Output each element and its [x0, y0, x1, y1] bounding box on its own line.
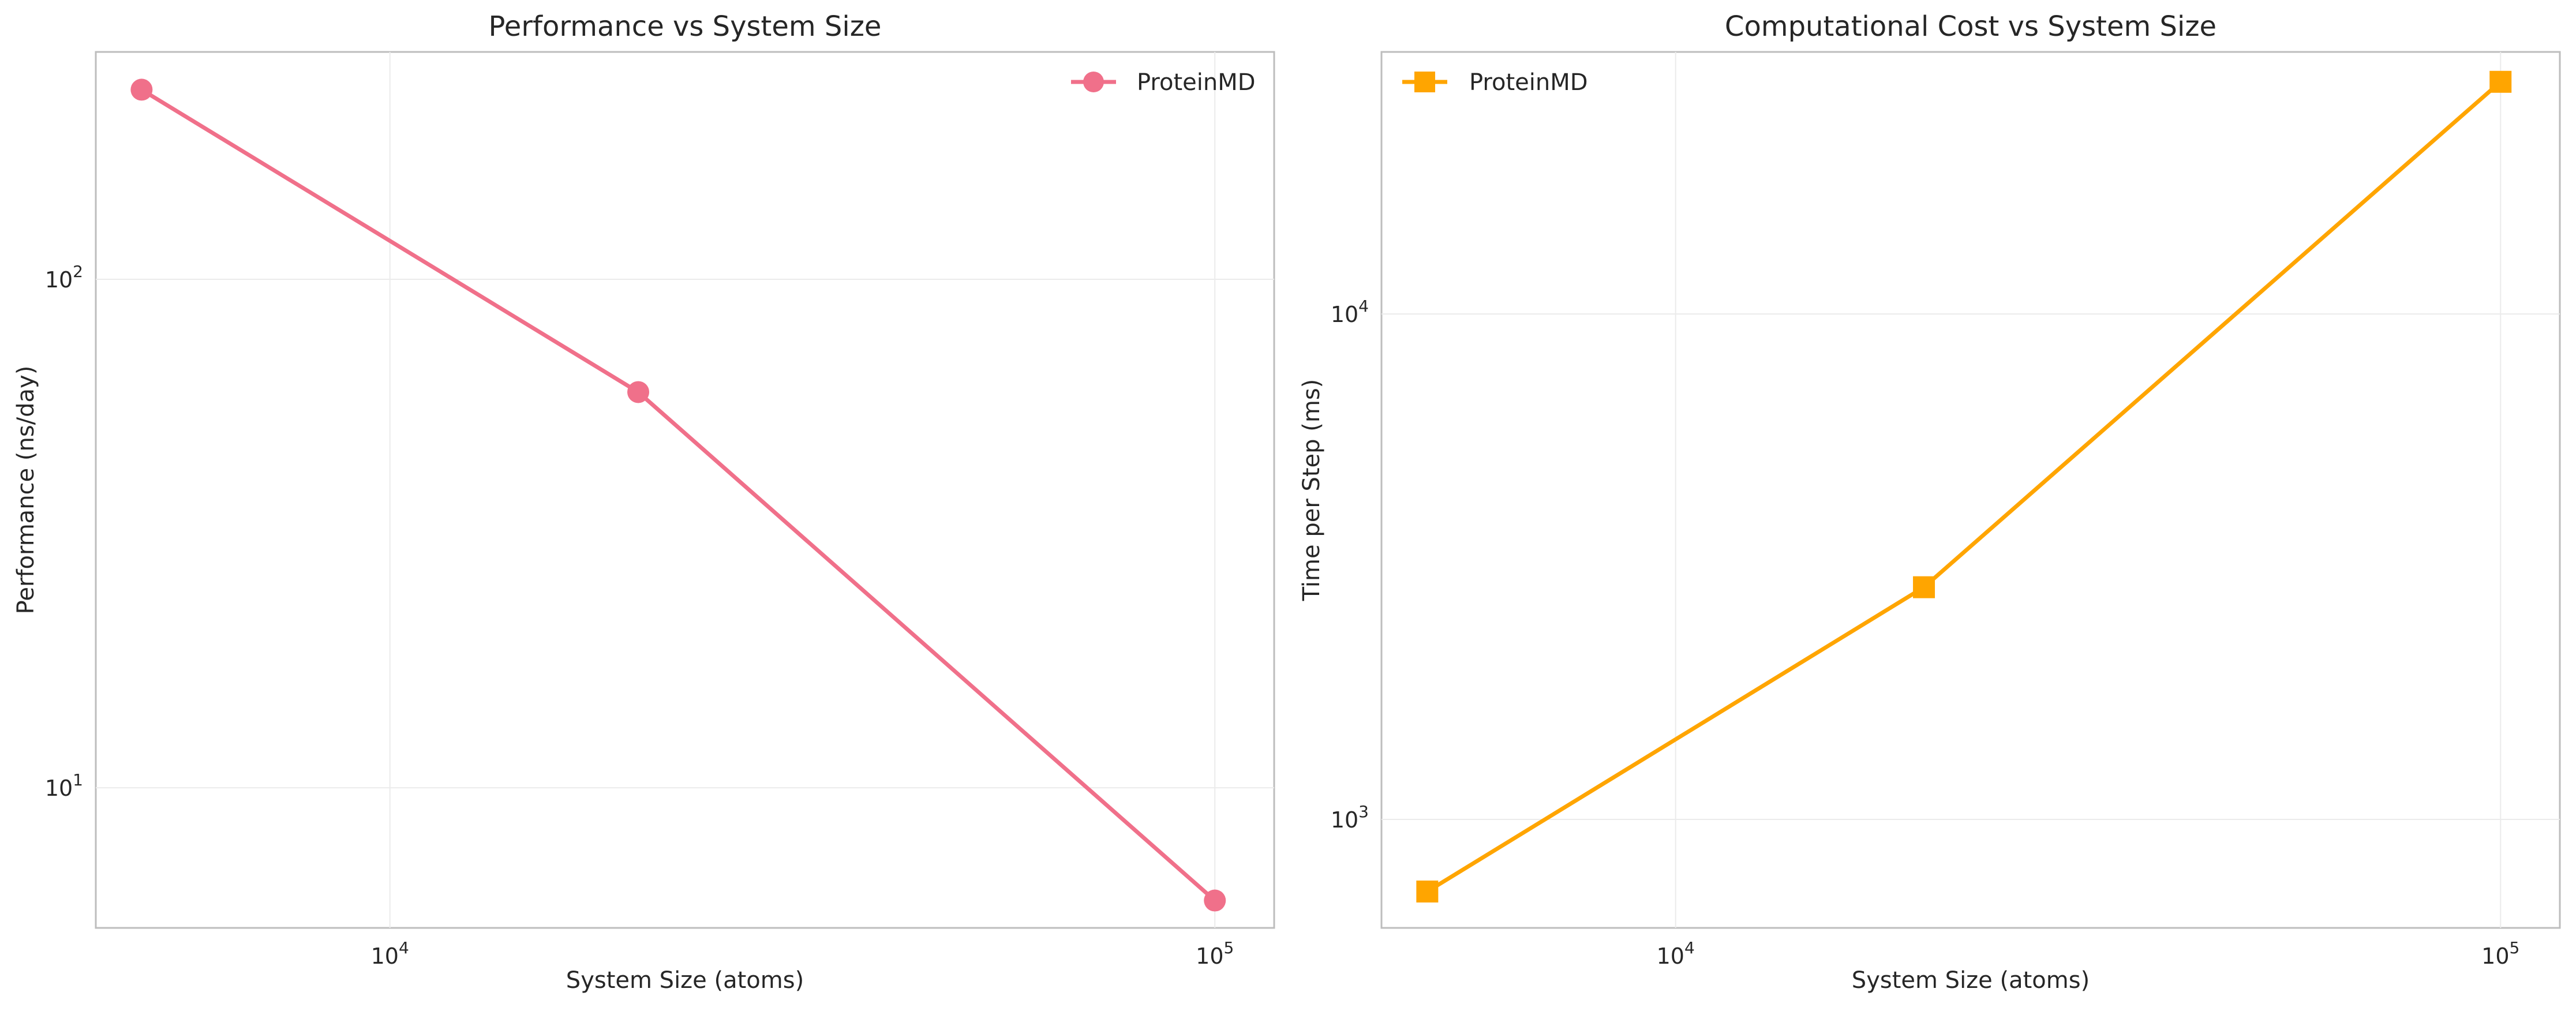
series-lines [1416, 70, 2512, 903]
legend-marker [1414, 72, 1435, 92]
y-tick-labels: 103 104 [1331, 297, 1369, 833]
x-tick-label: 105 [2481, 938, 2519, 969]
x-tick-label: 105 [1196, 938, 1234, 969]
x-tick-label: 104 [371, 938, 409, 969]
series-lines [130, 78, 1226, 912]
data-point [627, 381, 650, 403]
chart-title: Computational Cost vs System Size [1725, 10, 2216, 43]
y-axis-label: Performance (ns/day) [13, 366, 39, 615]
x-axis-label: System Size (atoms) [1852, 967, 2090, 994]
data-point [1204, 889, 1226, 912]
chart-computational-cost: Computational Cost vs System Size 104 105… [1298, 10, 2561, 994]
data-point [1913, 576, 1935, 598]
y-axis-label: Time per Step (ms) [1298, 379, 1325, 602]
chart-performance: Performance vs System Size 104 105 101 102… [13, 10, 1275, 994]
plot-area [1380, 51, 2561, 929]
y-tick-label: 103 [1331, 802, 1369, 833]
legend-label: ProteinMD [1469, 69, 1588, 96]
x-axis-label: System Size (atoms) [566, 967, 804, 994]
legend-marker [1083, 72, 1104, 92]
y-tick-label: 104 [1331, 297, 1369, 327]
x-tick-labels: 104 105 [1657, 938, 2520, 969]
legend: ProteinMD [1402, 69, 1588, 96]
y-tick-label: 102 [45, 262, 83, 293]
data-point [1416, 880, 1439, 903]
legend-label: ProteinMD [1137, 69, 1256, 96]
grid-lines [1381, 52, 2560, 928]
x-tick-labels: 104 105 [371, 938, 1234, 969]
data-point [2489, 70, 2512, 93]
grid-lines [96, 52, 1274, 928]
data-point [130, 78, 153, 101]
y-tick-labels: 101 102 [45, 262, 83, 801]
y-tick-label: 101 [45, 770, 83, 801]
x-tick-label: 104 [1657, 938, 1695, 969]
legend: ProteinMD [1071, 69, 1256, 96]
chart-title: Performance vs System Size [489, 10, 882, 43]
